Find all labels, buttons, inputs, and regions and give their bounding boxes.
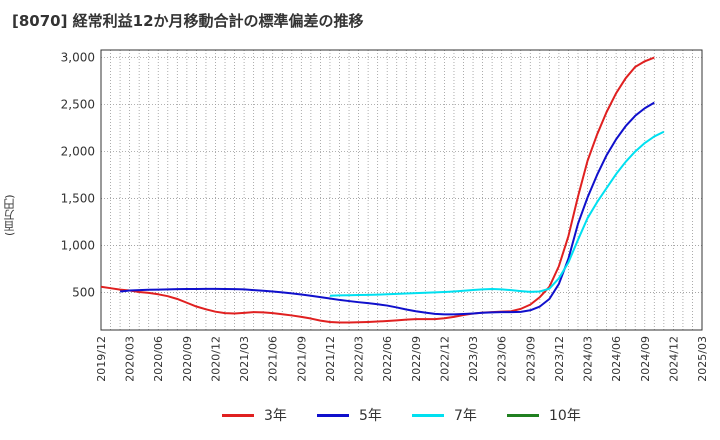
x-tick-label: 2024/09	[639, 336, 652, 382]
x-tick-label: 2022/06	[381, 336, 394, 382]
x-tick-label: 2023/06	[496, 336, 509, 382]
x-tick-label: 2020/09	[181, 336, 194, 382]
x-tick-label: 2023/03	[467, 336, 480, 382]
x-tick-label: 2024/03	[582, 336, 595, 382]
legend-line-swatch	[412, 414, 444, 417]
x-tick-label: 2021/06	[267, 336, 280, 382]
series-line-7年	[329, 130, 665, 297]
x-tick-label: 2020/12	[209, 336, 222, 382]
x-tick-label: 2024/06	[610, 336, 623, 382]
legend-label: 3年	[264, 408, 287, 424]
y-tick-label: 1,000	[61, 238, 95, 252]
x-tick-label: 2021/09	[295, 336, 308, 382]
y-tick-label: 500	[72, 285, 95, 299]
legend-line-swatch	[507, 414, 539, 417]
x-tick-label: 2023/09	[524, 336, 537, 382]
x-tick-label: 2022/03	[353, 336, 366, 382]
x-tick-label: 2022/09	[410, 336, 423, 382]
plot-area-frame	[100, 49, 703, 331]
y-tick-label: 2,000	[61, 144, 95, 158]
y-tick-label: 2,500	[61, 97, 95, 111]
y-tick-label: 1,500	[61, 191, 95, 205]
legend-label: 5年	[359, 408, 382, 424]
x-tick-label: 2021/12	[324, 336, 337, 382]
x-tick-label: 2020/03	[124, 336, 137, 382]
x-tick-label: 2023/12	[553, 336, 566, 382]
x-tick-label: 2024/12	[667, 336, 680, 382]
x-tick-label: 2021/03	[238, 336, 251, 382]
legend-line-swatch	[222, 414, 254, 417]
x-tick-label: 2022/12	[438, 336, 451, 382]
chart-title: [8070] 経常利益12か月移動合計の標準偏差の推移	[12, 12, 364, 30]
x-tick-label: 2025/03	[696, 336, 709, 382]
chart-legend: 3年 5年 7年 10年	[0, 405, 720, 429]
x-tick-label: 2020/06	[152, 336, 165, 382]
legend-line-swatch	[317, 414, 349, 417]
legend-label: 10年	[549, 408, 581, 424]
legend-label: 7年	[454, 408, 477, 424]
y-tick-label: 3,000	[61, 51, 95, 65]
series-line-3年	[100, 56, 655, 324]
x-tick-label: 2019/12	[95, 336, 108, 382]
